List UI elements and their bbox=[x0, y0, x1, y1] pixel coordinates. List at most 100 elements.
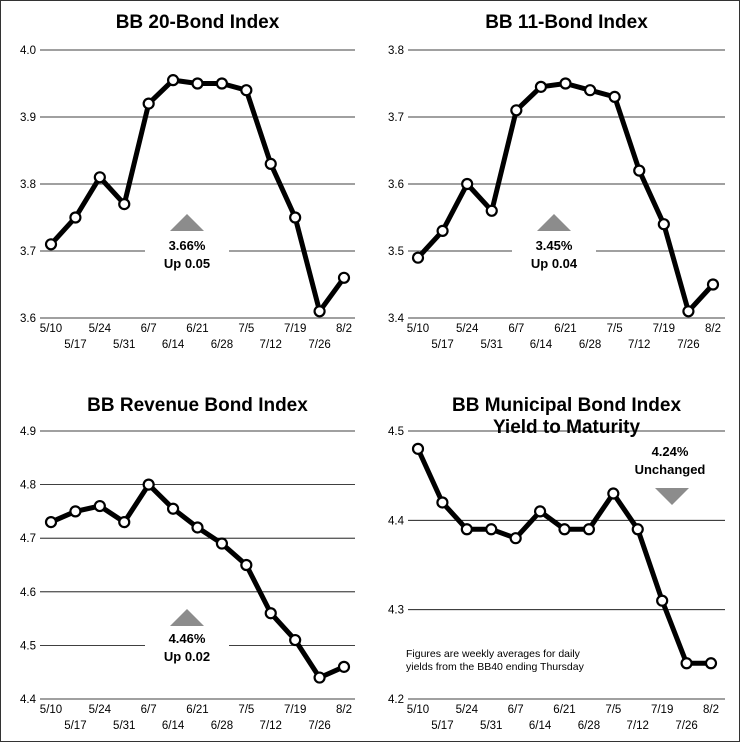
chart-panel-3: BB Revenue Bond Index 4.4 4.5 4.6 4.7 4.8 4.9 5… bbox=[20, 395, 355, 732]
x-tick-label: 7/5 bbox=[238, 323, 254, 335]
data-point bbox=[706, 278, 720, 291]
x-tick-label: 7/26 bbox=[308, 720, 330, 732]
chart-title: BB 20-Bond Index bbox=[116, 12, 280, 33]
data-point bbox=[313, 305, 326, 318]
series-line bbox=[48, 77, 347, 314]
x-tick-label: 6/14 bbox=[162, 720, 185, 732]
y-tick-label: 4.5 bbox=[388, 426, 404, 438]
x-tick-label: 7/19 bbox=[653, 323, 675, 335]
data-point bbox=[118, 198, 131, 211]
data-point bbox=[436, 496, 449, 509]
data-point bbox=[485, 204, 498, 217]
data-point bbox=[313, 671, 326, 684]
x-tick-label: 6/28 bbox=[211, 720, 233, 732]
callout-value: 4.24% bbox=[652, 444, 689, 459]
x-tick-label: 5/17 bbox=[64, 339, 86, 351]
data-point bbox=[264, 607, 277, 620]
chart-title: BB Municipal Bond Index bbox=[452, 395, 681, 416]
data-point bbox=[191, 77, 204, 90]
data-point bbox=[411, 442, 425, 455]
data-point bbox=[69, 505, 82, 518]
data-point bbox=[460, 523, 473, 536]
data-point bbox=[509, 532, 522, 545]
data-point bbox=[93, 499, 106, 513]
callout-value: 3.66% bbox=[169, 238, 206, 253]
x-tick-label: 5/10 bbox=[407, 323, 429, 335]
data-point bbox=[215, 77, 229, 90]
x-tick-label: 5/31 bbox=[481, 339, 503, 351]
data-point bbox=[608, 90, 621, 104]
data-point bbox=[215, 537, 229, 550]
data-point bbox=[142, 97, 155, 110]
x-tick-label: 7/26 bbox=[675, 720, 697, 732]
data-point bbox=[656, 594, 669, 607]
x-tick-label: 6/14 bbox=[529, 720, 552, 732]
data-point bbox=[461, 177, 474, 191]
chart-note: yields from the BB40 ending Thursday bbox=[406, 661, 585, 673]
x-tick-label: 8/2 bbox=[705, 323, 721, 335]
x-tick-label: 6/21 bbox=[553, 704, 575, 716]
callout-change: Up 0.02 bbox=[164, 649, 210, 664]
x-tick-label: 7/12 bbox=[628, 339, 650, 351]
y-tick-label: 3.7 bbox=[20, 246, 36, 258]
x-tick-label: 5/17 bbox=[431, 720, 453, 732]
x-tick-label: 7/26 bbox=[677, 339, 699, 351]
data-point bbox=[240, 558, 253, 572]
data-point bbox=[631, 523, 644, 536]
callout-change: Up 0.05 bbox=[164, 256, 210, 271]
x-tick-label: 6/7 bbox=[508, 323, 524, 335]
y-tick-label: 3.9 bbox=[20, 112, 36, 124]
callout-value: 3.45% bbox=[536, 238, 573, 253]
data-point bbox=[191, 521, 204, 534]
data-point bbox=[289, 211, 302, 224]
x-tick-label: 7/12 bbox=[260, 720, 282, 732]
y-tick-label: 4.6 bbox=[20, 587, 36, 599]
y-tick-label: 3.5 bbox=[388, 246, 404, 258]
x-tick-label: 5/17 bbox=[64, 720, 86, 732]
chart-title: BB Revenue Bond Index bbox=[87, 395, 308, 416]
x-tick-label: 5/31 bbox=[113, 339, 135, 351]
chart-note: Figures are weekly averages for daily bbox=[406, 648, 581, 660]
y-tick-label: 4.4 bbox=[388, 515, 405, 527]
data-point bbox=[337, 660, 351, 673]
x-tick-label: 5/10 bbox=[407, 704, 429, 716]
x-tick-label: 8/2 bbox=[336, 323, 352, 335]
callout-backdrop bbox=[512, 236, 596, 272]
x-tick-label: 5/24 bbox=[456, 323, 479, 335]
x-tick-label: 6/21 bbox=[186, 704, 208, 716]
x-tick-label: 6/14 bbox=[162, 339, 185, 351]
data-point bbox=[289, 633, 302, 647]
down-arrow-icon bbox=[537, 214, 571, 231]
y-tick-label: 3.6 bbox=[20, 313, 36, 325]
data-point bbox=[510, 104, 523, 117]
data-point bbox=[166, 502, 180, 515]
series-line bbox=[415, 446, 714, 666]
data-point bbox=[44, 516, 58, 529]
y-tick-label: 4.2 bbox=[388, 694, 404, 706]
y-tick-label: 4.4 bbox=[20, 694, 37, 706]
data-point bbox=[69, 211, 82, 224]
x-tick-label: 7/5 bbox=[605, 704, 621, 716]
x-tick-label: 8/2 bbox=[336, 704, 352, 716]
data-point bbox=[142, 478, 155, 491]
x-tick-label: 6/28 bbox=[579, 339, 601, 351]
x-tick-label: 8/2 bbox=[703, 704, 719, 716]
data-point bbox=[533, 505, 547, 518]
y-tick-label: 3.6 bbox=[388, 179, 404, 191]
data-point bbox=[337, 271, 351, 284]
data-point bbox=[704, 657, 718, 670]
data-point bbox=[559, 77, 572, 90]
down-arrow-icon bbox=[655, 488, 689, 505]
chart-subtitle: Yield to Maturity bbox=[493, 417, 641, 438]
series-line bbox=[415, 81, 716, 314]
y-tick-label: 4.7 bbox=[20, 533, 36, 545]
y-tick-label: 4.0 bbox=[20, 45, 36, 57]
callout-backdrop bbox=[145, 629, 229, 665]
x-tick-label: 7/19 bbox=[284, 323, 306, 335]
data-point bbox=[657, 218, 670, 231]
data-point bbox=[166, 74, 180, 87]
data-point bbox=[582, 523, 596, 536]
data-point bbox=[633, 164, 646, 177]
x-tick-label: 5/24 bbox=[456, 704, 479, 716]
x-tick-label: 6/21 bbox=[554, 323, 576, 335]
